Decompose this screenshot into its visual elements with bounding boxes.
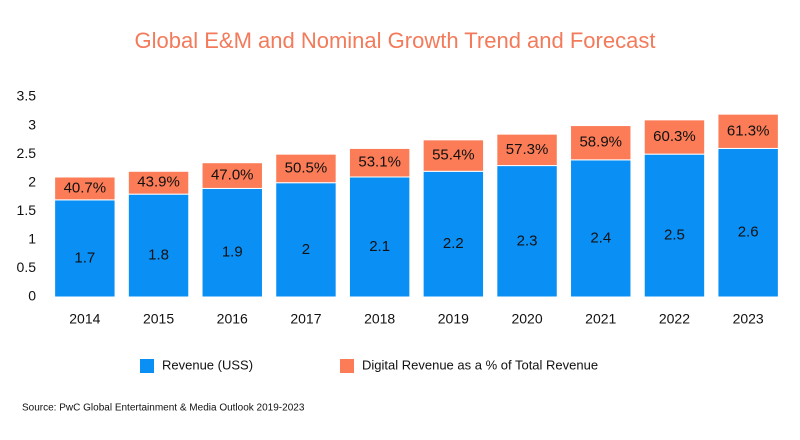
bar-segment [201,187,263,298]
bar-segment [348,176,411,298]
bar-segment [643,153,706,298]
y-tick-label: 2.5 [17,145,37,161]
value-label: 2.6 [738,224,759,241]
bar-segment [275,182,337,298]
share-label: 57.3% [506,141,549,158]
bar-segment [275,153,337,184]
bar-segment [717,113,779,149]
bar-segment [422,170,485,298]
bar-segment [570,159,632,298]
y-tick-label: 3 [28,116,36,132]
share-label: 55.4% [432,147,475,164]
bar-segment [348,147,411,178]
legend-swatch [140,359,154,373]
y-tick-label: 2 [28,173,36,189]
chart-title: Global E&M and Nominal Growth Trend and … [135,28,656,53]
value-label: 2.5 [664,227,685,244]
share-label: 47.0% [211,167,254,184]
share-label: 61.3% [727,122,770,139]
x-tick-label: 2020 [511,311,542,327]
value-label: 1.8 [148,247,169,264]
share-label: 60.3% [653,128,696,145]
x-tick-label: 2015 [143,311,174,327]
x-tick-label: 2019 [438,311,469,327]
value-label: 2.2 [443,235,464,252]
x-tick-label: 2023 [733,311,764,327]
share-label: 58.9% [579,134,622,151]
value-label: 2.3 [517,232,538,249]
bar-segment [54,176,116,201]
y-tick-label: 3.5 [17,88,37,104]
share-label: 50.5% [285,159,328,176]
value-label: 2 [302,241,310,258]
y-tick-label: 0.5 [17,259,37,275]
legend-label: Revenue (USS) [162,357,253,372]
legend-swatch [340,359,354,373]
x-tick-label: 2016 [217,311,248,327]
value-label: 2.4 [590,229,611,246]
share-label: 53.1% [358,154,401,171]
share-label: 43.9% [137,174,180,191]
share-label: 40.7% [64,179,107,196]
bar-segment [54,199,116,298]
bar-segment [570,125,632,161]
legend-label: Digital Revenue as a % of Total Revenue [362,357,598,372]
x-tick-label: 2018 [364,311,395,327]
source-note: Source: PwC Global Entertainment & Media… [22,403,305,414]
value-label: 1.7 [74,249,95,266]
bar-segment [201,162,263,189]
bar-segment [717,147,779,298]
bar-segment [496,133,558,167]
y-tick-label: 1 [28,231,36,247]
bar-segment [643,119,706,155]
x-tick-label: 2021 [585,311,616,327]
value-label: 2.1 [369,238,390,255]
bar-segment [127,170,190,195]
x-tick-label: 2022 [659,311,690,327]
y-tick-label: 1.5 [17,202,37,218]
bar-segment [496,165,558,298]
x-tick-label: 2014 [69,311,100,327]
x-tick-label: 2017 [290,311,321,327]
bar-segment [422,139,485,172]
value-label: 1.9 [222,244,243,261]
y-tick-label: 0 [28,288,36,304]
